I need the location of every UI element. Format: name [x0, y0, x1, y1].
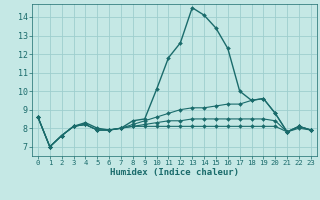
X-axis label: Humidex (Indice chaleur): Humidex (Indice chaleur) — [110, 168, 239, 177]
